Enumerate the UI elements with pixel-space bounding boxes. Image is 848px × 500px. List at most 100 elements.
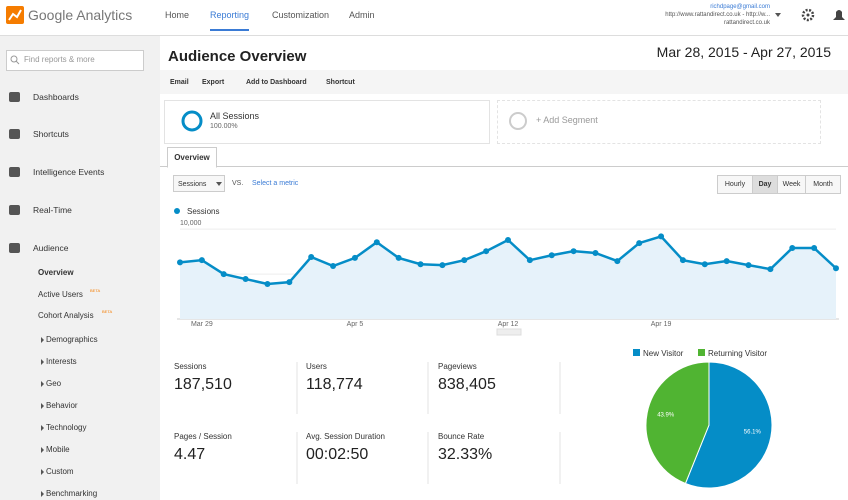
account-email[interactable]: richdpage@gmail.com [710, 4, 770, 10]
metric-label: Sessions [174, 362, 207, 371]
x-tick-label: Apr 5 [347, 321, 364, 328]
point [330, 263, 337, 270]
legend-marker [698, 349, 705, 356]
sidebar-subitem[interactable]: Active Users [38, 290, 83, 299]
nav-tab[interactable]: Admin [349, 10, 375, 20]
legend-label: Sessions [187, 207, 219, 216]
sidebar-item[interactable]: Dashboards [33, 92, 79, 102]
point [767, 266, 774, 273]
sidebar-subitem[interactable]: Demographics [46, 335, 98, 344]
sidebar-icon [9, 129, 20, 139]
expand-arrow [41, 469, 44, 475]
expand-arrow [41, 403, 44, 409]
sidebar-item[interactable]: Shortcuts [33, 129, 69, 139]
toolbar [160, 70, 848, 94]
sidebar-item[interactable]: Real-Time [33, 205, 72, 215]
segment-name: All Sessions [210, 111, 260, 121]
pie-label: 43.9% [657, 413, 675, 419]
sidebar-subitem-active[interactable]: Overview [38, 268, 74, 277]
granularity-button-active[interactable]: Day [752, 175, 778, 194]
x-tick-label: Apr 19 [651, 321, 672, 328]
point [308, 254, 315, 261]
granularity-button[interactable]: Month [805, 175, 841, 194]
toolbar-button[interactable]: Add to Dashboard [246, 79, 307, 86]
sidebar-subitem[interactable]: Cohort Analysis [38, 311, 94, 320]
granularity-button[interactable]: Week [777, 175, 806, 194]
nav-tab-active[interactable]: Reporting [210, 10, 250, 31]
metric-label: Pages / Session [174, 432, 232, 441]
point [636, 240, 643, 247]
point [177, 259, 183, 266]
add-segment[interactable]: + Add Segment [536, 115, 598, 125]
legend-label: New Visitor [643, 349, 684, 358]
x-tick-label: Apr 12 [498, 321, 519, 328]
sidebar-subitem[interactable]: Interests [46, 357, 77, 366]
sidebar-subitem[interactable]: Benchmarking [46, 489, 98, 498]
point [220, 271, 227, 278]
point [483, 248, 490, 255]
legend-label: Returning Visitor [708, 349, 767, 358]
sidebar-subitem[interactable]: Mobile [46, 445, 70, 454]
beta-badge: BETA [102, 309, 113, 314]
point [505, 236, 511, 243]
sidebar-subitem[interactable]: Behavior [46, 401, 78, 410]
tab[interactable]: Overview [167, 147, 217, 168]
search-icon [10, 55, 20, 65]
metric-value: 4.47 [174, 446, 206, 463]
expand-arrow [41, 491, 44, 497]
point [351, 254, 358, 261]
top-bar [0, 0, 848, 36]
point [198, 257, 205, 264]
logo-icon [6, 6, 24, 24]
point [833, 265, 839, 272]
chart-handle [496, 328, 522, 336]
sidebar-item[interactable]: Audience [33, 243, 69, 253]
metric-label: Bounce Rate [438, 432, 485, 441]
point [592, 249, 599, 256]
metric-value: 00:02:50 [306, 446, 369, 463]
point [417, 261, 424, 268]
toolbar-button[interactable]: Shortcut [326, 79, 355, 86]
expand-arrow [41, 425, 44, 431]
date-range[interactable]: Mar 28, 2015 - Apr 27, 2015 [656, 44, 831, 60]
sidebar-icon [9, 205, 20, 215]
account-view: rattandirect.co.uk [723, 20, 770, 26]
metric-value: 187,510 [174, 376, 232, 393]
pie-label: 56.1% [744, 429, 762, 435]
toolbar-button[interactable]: Export [202, 79, 225, 86]
x-tick-label: Mar 29 [191, 321, 213, 328]
search-placeholder: Find reports & more [24, 55, 95, 64]
metric-label: Avg. Session Duration [306, 432, 386, 441]
legend-marker [633, 349, 640, 356]
toolbar-button[interactable]: Email [170, 79, 189, 86]
nav-tab[interactable]: Customization [272, 10, 330, 20]
expand-arrow [41, 359, 44, 365]
nav-tab[interactable]: Home [165, 10, 190, 20]
point [526, 257, 533, 264]
sidebar-item[interactable]: Intelligence Events [33, 167, 105, 177]
logo: Google Analytics [28, 7, 133, 23]
select-metric[interactable]: Select a metric [252, 180, 299, 187]
point [614, 258, 621, 265]
header-icons[interactable] [775, 8, 845, 24]
metric-select[interactable]: Sessions [173, 175, 225, 192]
segment-icon [181, 110, 203, 132]
pie-slice [645, 361, 710, 485]
sidebar-subitem[interactable]: Technology [46, 423, 87, 432]
sidebar-subitem[interactable]: Custom [46, 467, 74, 476]
point [811, 245, 818, 252]
sidebar-subitem[interactable]: Geo [46, 379, 62, 388]
search-box[interactable] [6, 50, 144, 71]
point [373, 239, 380, 246]
metric-label: Users [306, 362, 327, 371]
point [548, 252, 555, 259]
segment-box[interactable] [164, 100, 490, 144]
add-segment-box[interactable] [497, 100, 821, 144]
point [679, 257, 686, 264]
point [286, 279, 293, 286]
point [658, 233, 665, 240]
add-segment-icon [509, 112, 527, 130]
metric-label: Pageviews [438, 362, 477, 371]
point [789, 245, 796, 252]
